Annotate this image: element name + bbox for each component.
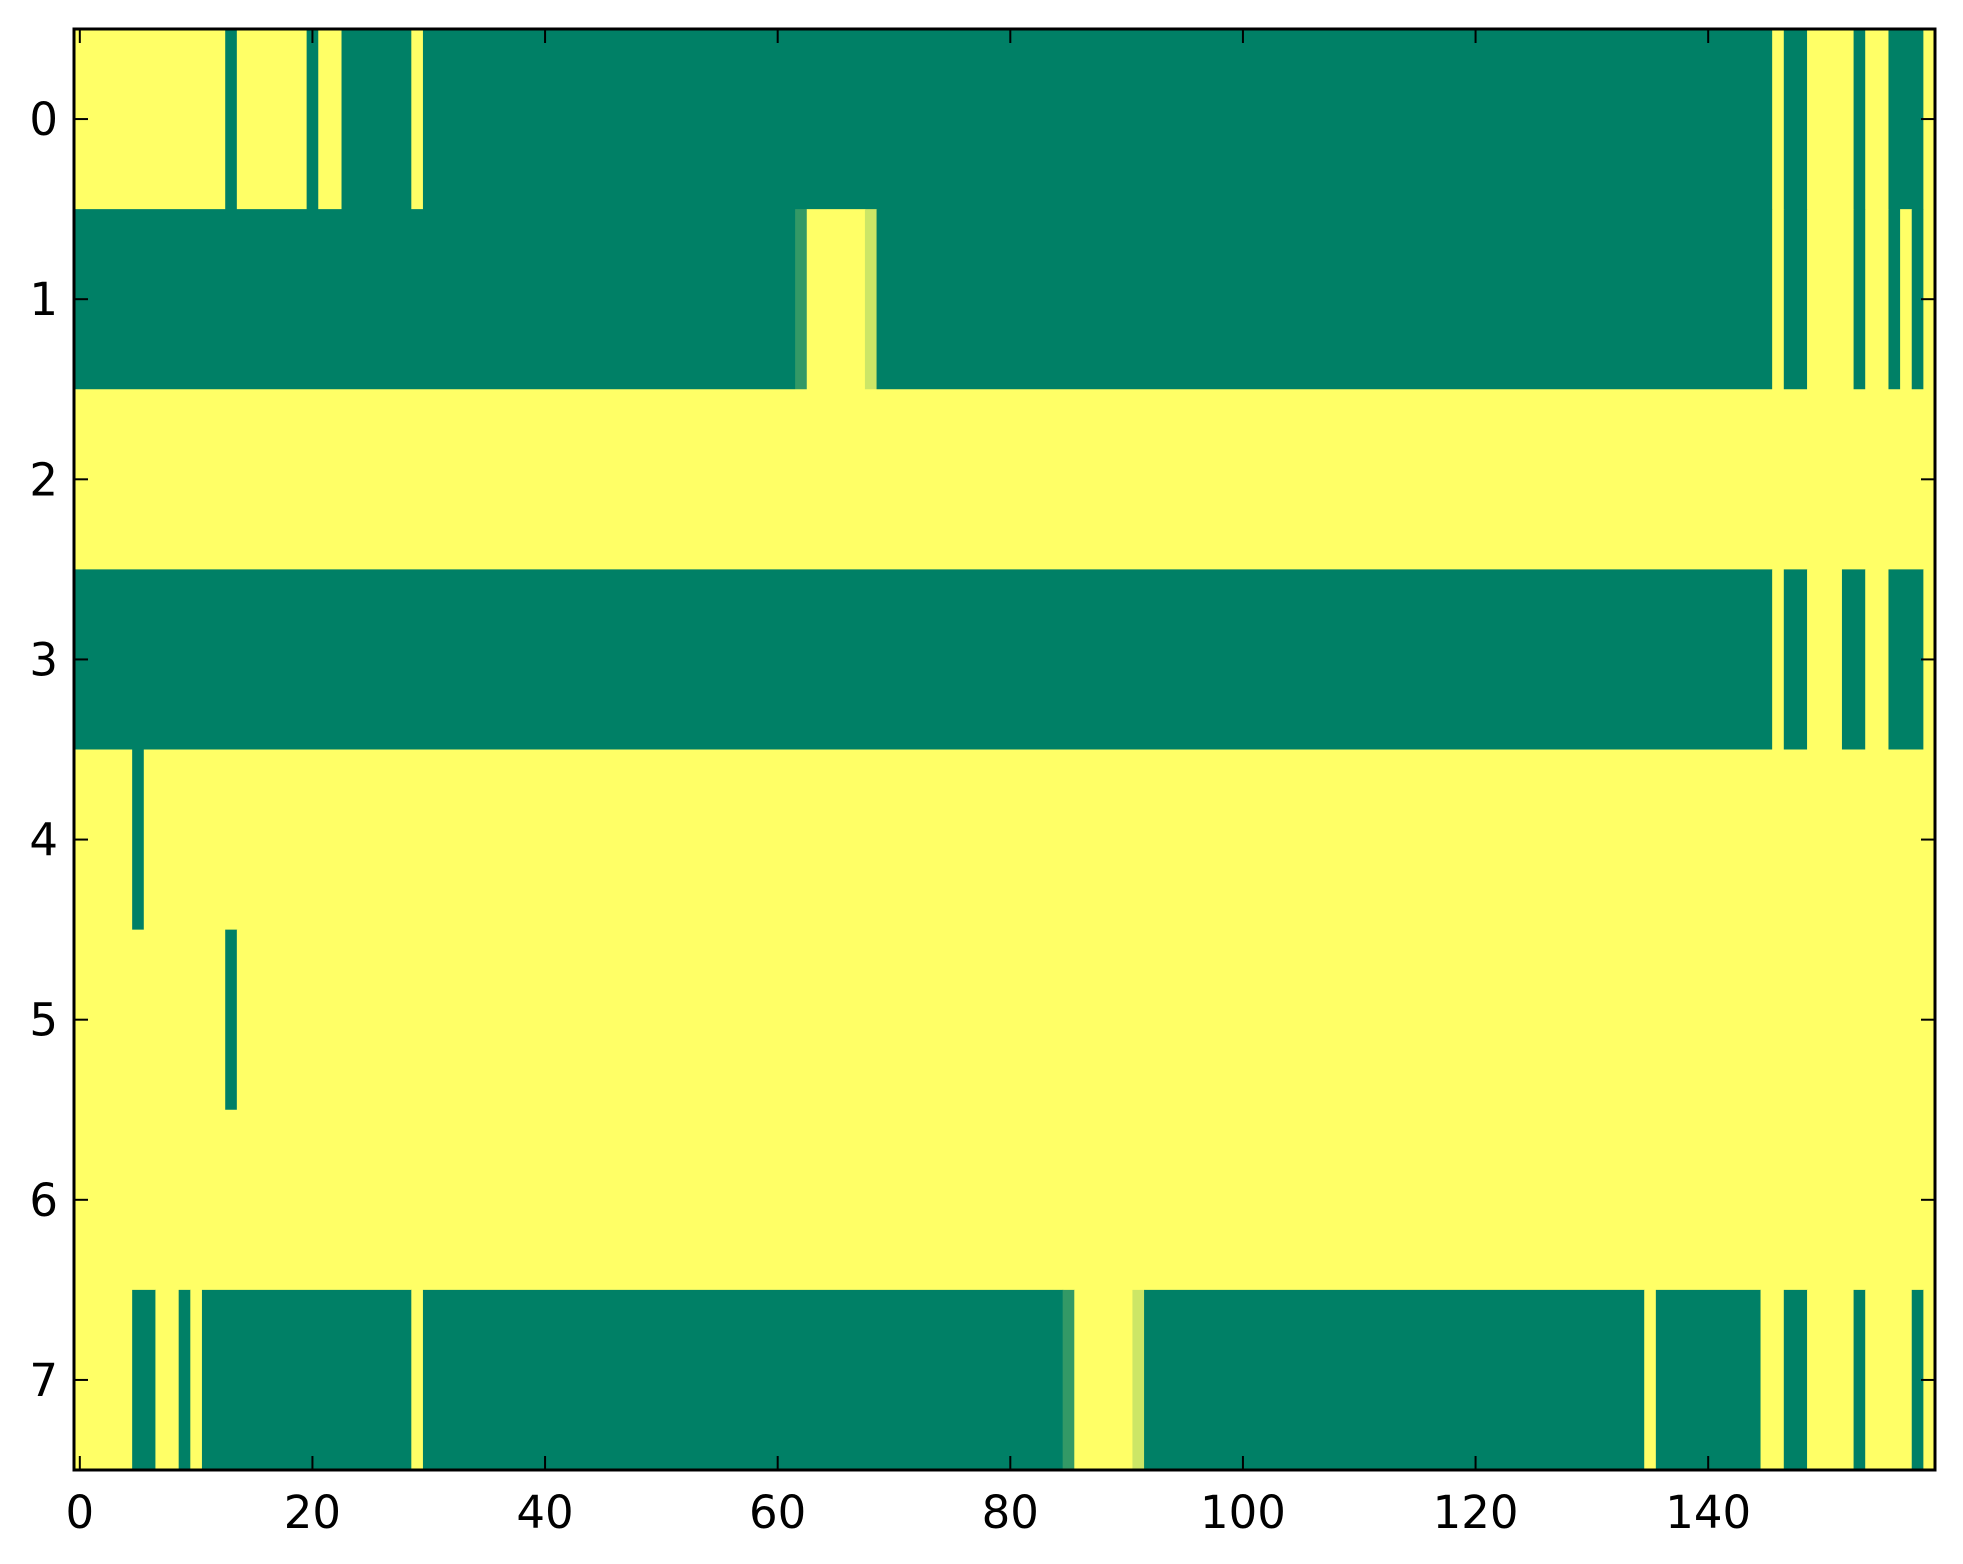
- heatmap-cell: [806, 209, 866, 390]
- heatmap-cell: [1132, 1289, 1145, 1471]
- y-axis-tick-labels: 0 1 2 3 4 5 6 7: [29, 93, 58, 1407]
- heatmap-cell: [190, 1289, 203, 1471]
- y-tick-label: 6: [29, 1174, 58, 1227]
- heatmap-cell: [1783, 1289, 1808, 1471]
- y-tick-label: 0: [29, 93, 58, 146]
- heatmap-cell: [1144, 1289, 1645, 1471]
- heatmap-cell: [132, 749, 145, 931]
- heatmap-cell: [1841, 569, 1866, 751]
- heatmap-cell: [1807, 209, 1855, 390]
- heatmap-cell: [132, 1289, 157, 1471]
- x-tick-label: 0: [65, 1486, 94, 1539]
- x-axis-tick-labels: 0 20 40 60 80 100 120 140: [65, 1486, 1751, 1539]
- y-tick-label: 1: [29, 273, 58, 326]
- y-tick-label: 5: [29, 994, 58, 1047]
- heatmap-cell: [1760, 1289, 1785, 1471]
- heatmap-cell: [155, 1289, 180, 1471]
- heatmap-cell: [143, 749, 1936, 931]
- heatmap-cell: [422, 1289, 1064, 1471]
- heatmap-cell: [1655, 1289, 1762, 1471]
- heatmap-cell: [422, 29, 1773, 210]
- heatmap-cell: [1783, 29, 1808, 210]
- heatmap-cell: [74, 209, 796, 390]
- heatmap-cell: [225, 929, 238, 1111]
- x-tick-label: 20: [284, 1486, 341, 1539]
- y-tick-label: 4: [29, 814, 58, 867]
- y-tick-label: 3: [29, 633, 58, 686]
- heatmap-cell: [1772, 209, 1785, 390]
- heatmap-cell: [225, 29, 238, 210]
- heatmap-cell: [1900, 209, 1913, 390]
- heatmap-cell: [1644, 1289, 1657, 1471]
- heatmap-cell: [201, 1289, 412, 1471]
- heatmap-cell: [1807, 569, 1843, 751]
- heatmap-cell: [795, 209, 808, 390]
- y-tick-label: 2: [29, 453, 58, 506]
- heatmap-cell: [1865, 209, 1890, 390]
- x-tick-label: 40: [516, 1486, 573, 1539]
- heatmap-cell: [306, 29, 319, 210]
- heatmap-cell: [1911, 1289, 1924, 1471]
- heatmap-cell: [1888, 29, 1924, 210]
- heatmap-cell: [1807, 29, 1855, 210]
- heatmap-cell: [1888, 569, 1924, 751]
- x-tick-label: 120: [1433, 1486, 1519, 1539]
- heatmap-cell: [318, 29, 343, 210]
- heatmap-cell: [74, 29, 226, 210]
- heatmap-cell: [1772, 569, 1785, 751]
- heatmap-cell: [1074, 1289, 1134, 1471]
- heatmap-cell: [1853, 209, 1866, 390]
- x-tick-label: 100: [1200, 1486, 1286, 1539]
- heatmap-cell: [411, 1289, 424, 1471]
- plot-frame: [72, 27, 1937, 1472]
- heatmap-cell: [236, 29, 308, 210]
- heatmap-cell: [1772, 29, 1785, 210]
- heatmap-cell: [74, 929, 226, 1111]
- y-tick-label: 7: [29, 1354, 58, 1407]
- x-tick-label: 60: [749, 1486, 806, 1539]
- heatmap-cell: [236, 929, 1936, 1111]
- heatmap-cell: [1853, 1289, 1866, 1471]
- heatmap-cell: [1865, 569, 1890, 751]
- heatmap-cell: [74, 389, 1936, 570]
- heatmap-cell: [1888, 209, 1901, 390]
- x-tick-label: 140: [1665, 1486, 1751, 1539]
- heatmap-cell: [411, 29, 424, 210]
- heatmap-cell: [74, 1109, 1936, 1291]
- heatmap-cell: [876, 209, 1773, 390]
- heatmap-cell: [1807, 1289, 1855, 1471]
- heatmap-cell: [1783, 569, 1808, 751]
- heatmap-cell: [1062, 1289, 1075, 1471]
- heatmap-cell: [1911, 209, 1924, 390]
- heatmap-cell: [864, 209, 878, 390]
- heatmap-cell: [178, 1289, 191, 1471]
- heatmap-cell: [1853, 29, 1866, 210]
- heatmap-cell: [1783, 209, 1808, 390]
- heatmap-cell: [1865, 29, 1890, 210]
- axis-ticks: [74, 29, 1935, 1470]
- x-tick-label: 80: [982, 1486, 1039, 1539]
- heatmap-cell: [1865, 1289, 1913, 1471]
- heatmap-cells: [74, 29, 1936, 1471]
- heatmap-cell: [74, 569, 1773, 751]
- heatmap-cell: [341, 29, 412, 210]
